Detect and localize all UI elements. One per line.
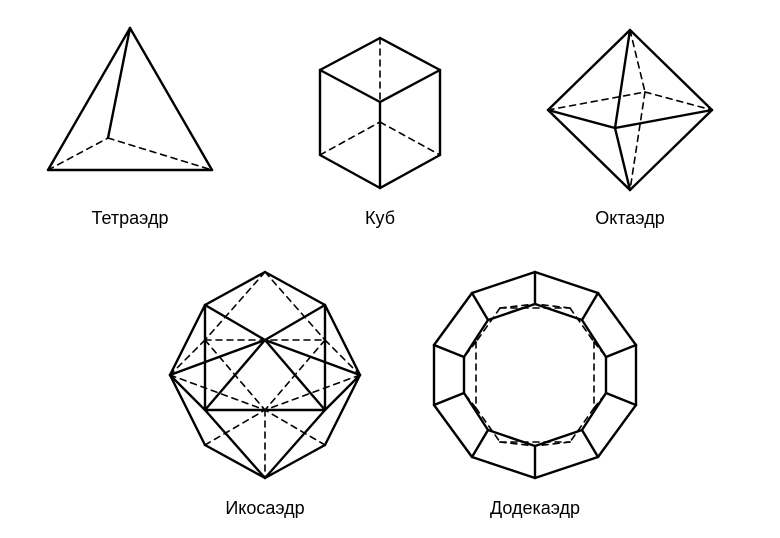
figure-octahedron: Октаэдр: [530, 20, 730, 229]
figure-dodecahedron: Додекаэдр: [420, 260, 650, 519]
tetrahedron-svg: [30, 20, 230, 200]
figure-cube: Куб: [280, 20, 480, 229]
dodecahedron-svg: [420, 260, 650, 490]
icosahedron-svg: [150, 260, 380, 490]
figure-icosahedron: Икосаэдр: [150, 260, 380, 519]
octahedron-svg: [530, 20, 730, 200]
figure-tetrahedron: Тетраэдр: [30, 20, 230, 229]
dodecahedron-label: Додекаэдр: [420, 498, 650, 519]
tetrahedron-label: Тетраэдр: [30, 208, 230, 229]
cube-svg: [280, 20, 480, 200]
cube-label: Куб: [280, 208, 480, 229]
icosahedron-label: Икосаэдр: [150, 498, 380, 519]
octahedron-label: Октаэдр: [530, 208, 730, 229]
